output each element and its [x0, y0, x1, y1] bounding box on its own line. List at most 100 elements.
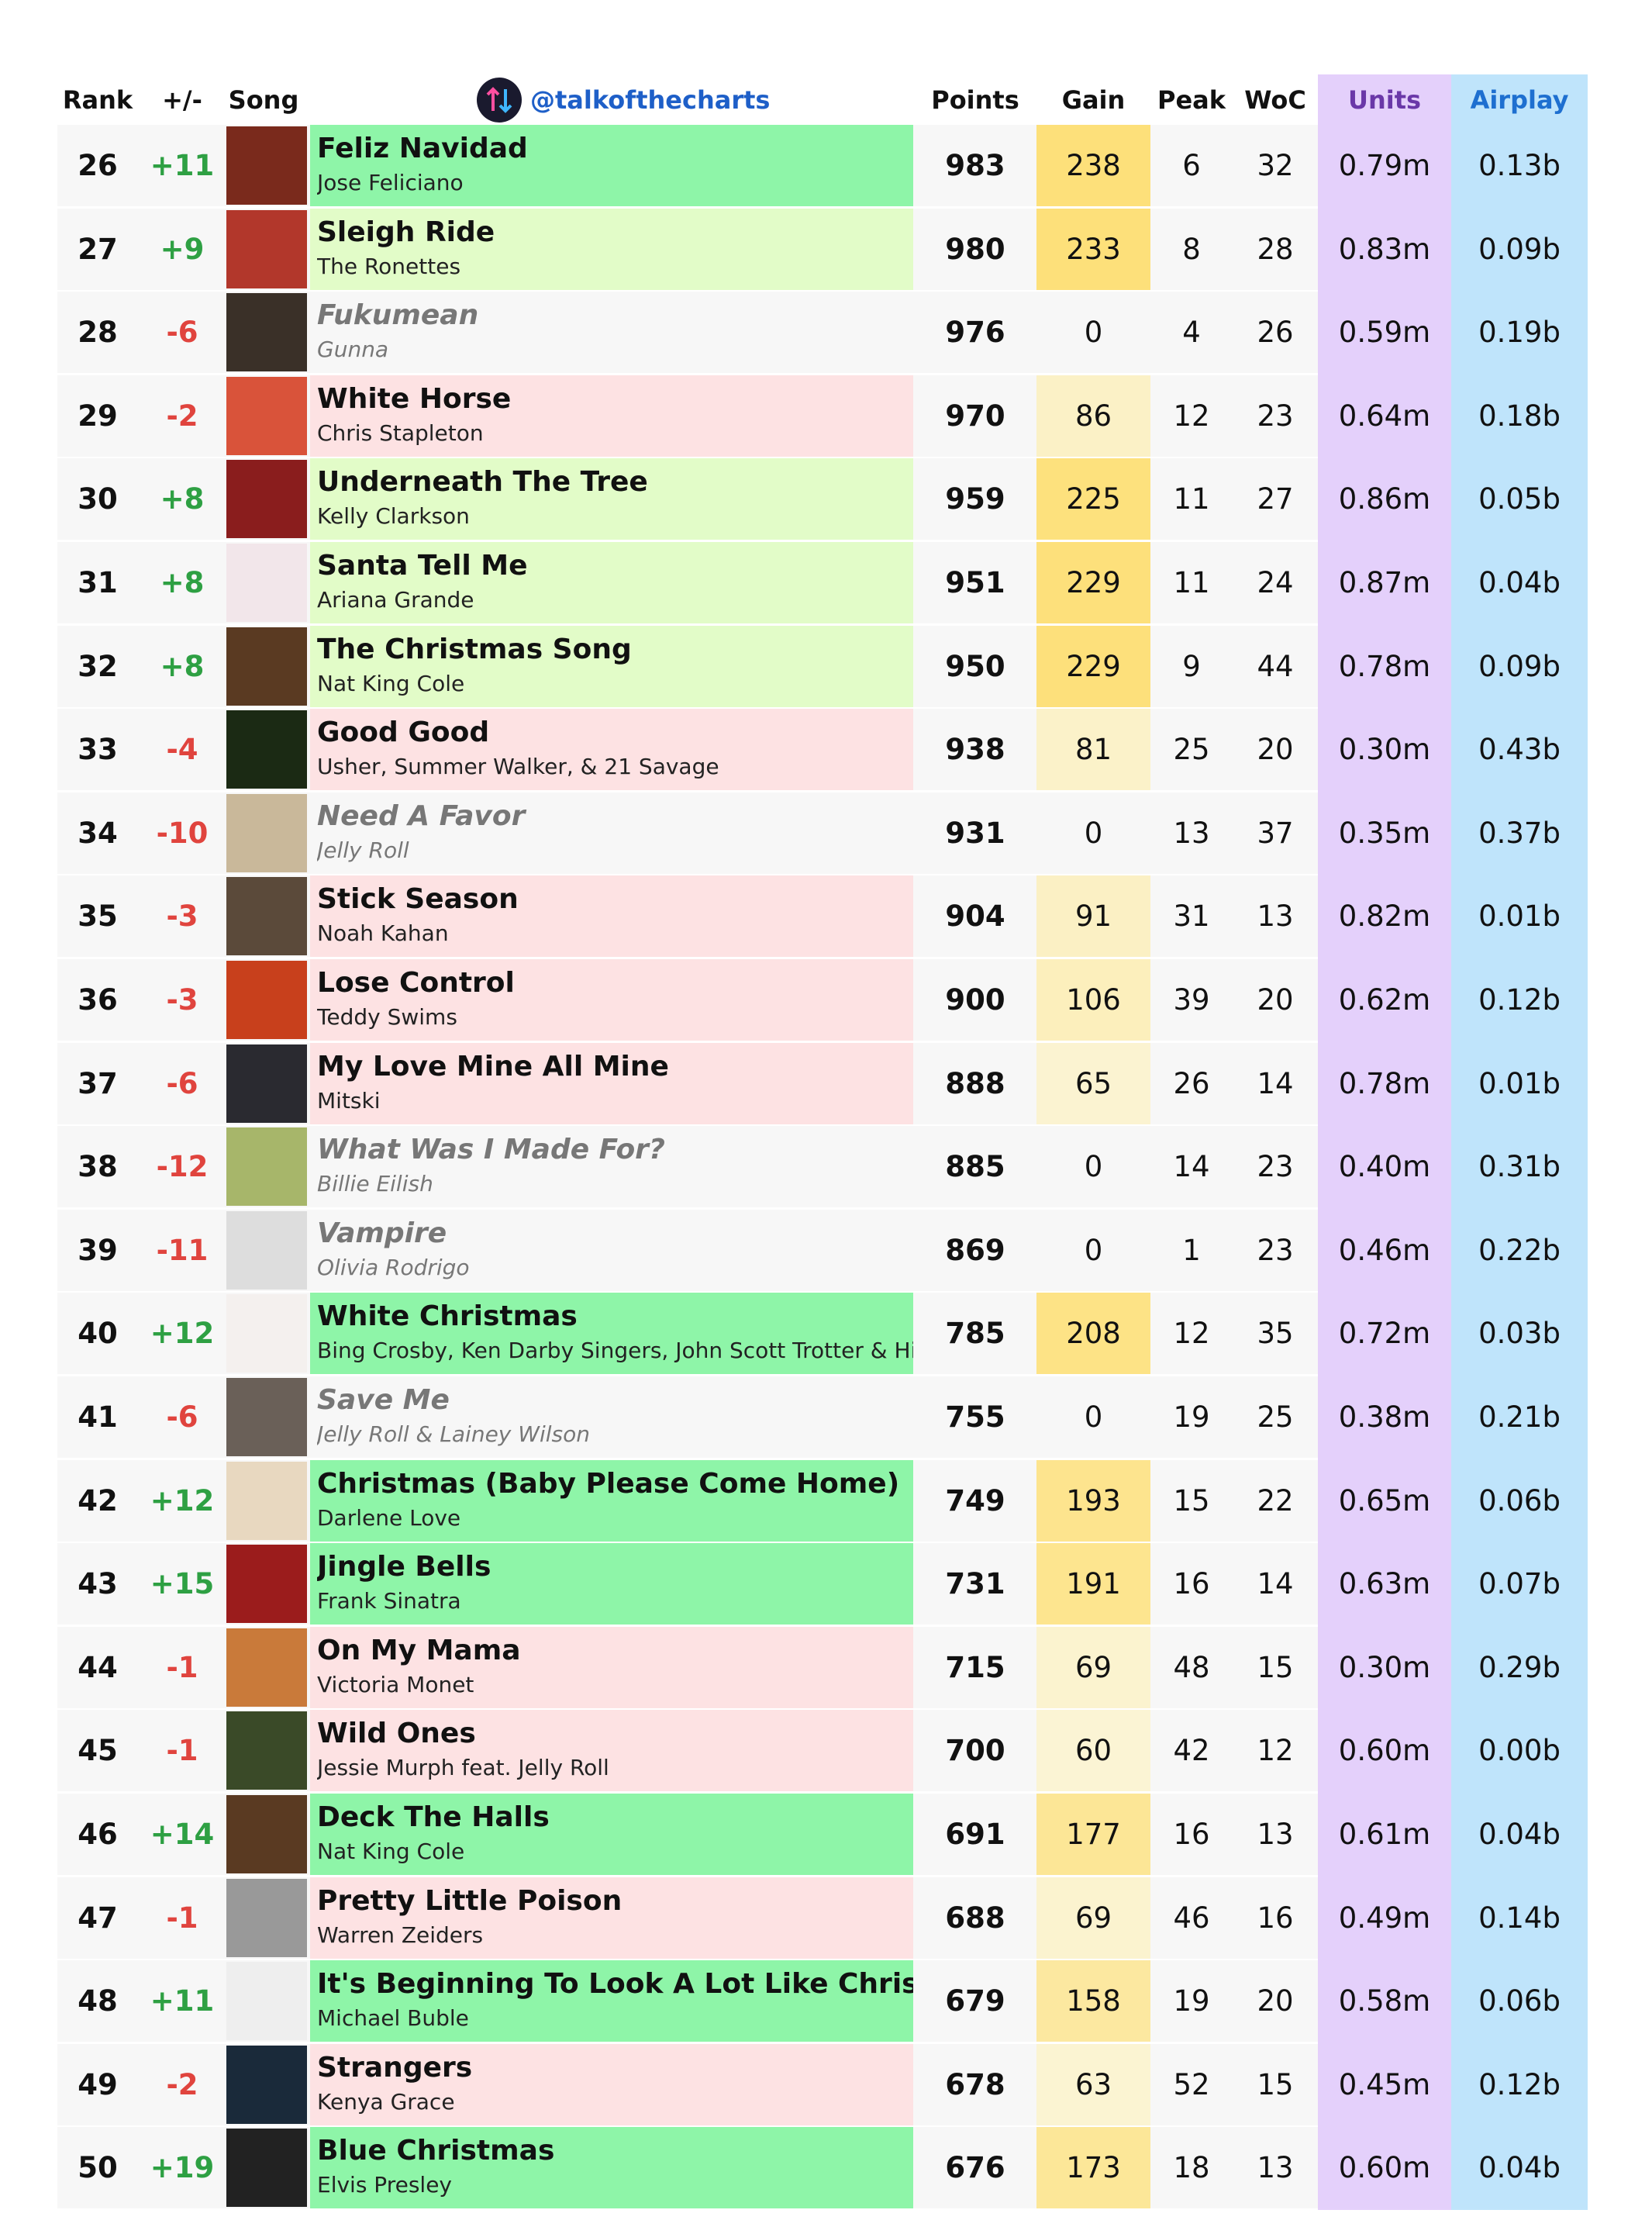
rank: 44: [78, 1650, 118, 1684]
rank: 33: [78, 733, 118, 767]
points: 755: [945, 1400, 1005, 1434]
points: 931: [945, 816, 1005, 850]
points: 691: [945, 1818, 1005, 1851]
peak: 26: [1173, 1066, 1210, 1100]
change: -3: [166, 983, 198, 1017]
peak: 16: [1173, 1567, 1210, 1601]
chart-row: 29 -2 White Horse Chris Stapleton 970 86 12 23 0…: [57, 375, 1588, 457]
woc: 27: [1257, 482, 1294, 516]
song-cell: Lose Control Teddy Swims: [317, 959, 913, 1041]
rank: 31: [78, 566, 118, 599]
song-title: What Was I Made For?: [317, 1134, 665, 1166]
chart-row: 47 -1 Pretty Little Poison Warren Zeiders 68…: [57, 1877, 1588, 1959]
chart-row: 27 +9 Sleigh Ride The Ronettes 980 233 8 28 0.83…: [57, 208, 1588, 290]
points: 888: [945, 1066, 1005, 1100]
song-artist: Gunna: [317, 337, 389, 363]
units: 0.30m: [1338, 733, 1431, 767]
gain: 173: [1066, 2151, 1121, 2185]
gain-bg: [1036, 458, 1150, 540]
song-title: Jingle Bells: [317, 1551, 491, 1583]
song-bg: [310, 709, 913, 791]
chart-row: 38 -12 What Was I Made For? Billie Eilish 88…: [57, 1126, 1588, 1208]
units: 0.61m: [1338, 1818, 1431, 1851]
units: 0.40m: [1338, 1150, 1431, 1184]
rank: 48: [78, 1984, 118, 2018]
woc: 14: [1257, 1567, 1294, 1601]
song-cell: Good Good Usher, Summer Walker, & 21 Sava…: [317, 709, 913, 790]
album-cover: [226, 1044, 307, 1123]
rank: 47: [78, 1901, 118, 1935]
rank: 42: [78, 1483, 118, 1518]
change-header: +/-: [162, 85, 202, 115]
woc: 44: [1257, 649, 1294, 683]
points: 938: [945, 733, 1005, 767]
airplay: 0.31b: [1478, 1150, 1561, 1184]
woc: 13: [1257, 2151, 1294, 2185]
song-bg: [310, 1543, 913, 1625]
song-bg: [310, 1877, 913, 1959]
song-cell: Sleigh Ride The Ronettes: [317, 209, 913, 290]
song-artist: Billie Eilish: [317, 1171, 433, 1197]
airplay: 0.00b: [1478, 1734, 1561, 1768]
album-cover: [226, 1962, 307, 2041]
album-cover: [226, 2129, 307, 2208]
chart-row: 42 +12 Christmas (Baby Please Come Home) Da…: [57, 1459, 1588, 1542]
gain-bg: [1036, 1459, 1150, 1542]
gain: 0: [1084, 816, 1103, 850]
song-artist: Warren Zeiders: [317, 1922, 484, 1948]
peak: 8: [1182, 232, 1201, 266]
song-bg: [310, 1042, 913, 1124]
peak: 6: [1182, 149, 1201, 182]
song-artist: Kelly Clarkson: [317, 503, 470, 530]
change: +11: [150, 1984, 215, 2018]
woc: 20: [1257, 1984, 1294, 2018]
change: +8: [160, 566, 205, 599]
peak: 4: [1182, 316, 1201, 350]
points: 983: [945, 149, 1005, 182]
units: 0.49m: [1338, 1901, 1431, 1935]
song-cell: Santa Tell Me Ariana Grande: [317, 542, 913, 623]
song-artist: Elvis Presley: [317, 2172, 452, 2198]
song-title: Blue Christmas: [317, 2135, 555, 2167]
album-cover: [226, 1545, 307, 1624]
points: 678: [945, 2067, 1005, 2101]
peak: 11: [1173, 482, 1210, 516]
song-bg: [310, 375, 913, 457]
song-title: Christmas (Baby Please Come Home): [317, 1467, 900, 1500]
rank-header: Rank: [62, 85, 133, 115]
points: 688: [945, 1901, 1005, 1935]
units: 0.62m: [1338, 983, 1431, 1017]
points: 885: [945, 1150, 1005, 1184]
album-cover: [226, 293, 307, 372]
chart-row: 45 -1 Wild Ones Jessie Murph feat. Jelly Ro…: [57, 1710, 1588, 1792]
rank: 28: [78, 316, 118, 350]
woc: 23: [1257, 1233, 1294, 1267]
woc: 23: [1257, 399, 1294, 433]
units: 0.83m: [1338, 232, 1431, 266]
song-bg: [310, 125, 913, 206]
song-bg: [310, 875, 913, 958]
chart-row: 36 -3 Lose Control Teddy Swims 900 106 39 20 0.6…: [57, 959, 1588, 1041]
gain-bg: [1036, 875, 1150, 958]
woc: 23: [1257, 1150, 1294, 1184]
airplay: 0.29b: [1478, 1650, 1561, 1684]
album-cover: [226, 544, 307, 622]
song-artist: Teddy Swims: [317, 1004, 457, 1030]
gain-bg: [1036, 1042, 1150, 1124]
woc: 32: [1257, 149, 1294, 182]
song-artist: Jelly Roll: [317, 837, 409, 863]
song-title: Santa Tell Me: [317, 550, 528, 582]
peak: 52: [1173, 2067, 1210, 2101]
song-cell: White Horse Chris Stapleton: [317, 375, 913, 457]
song-bg: [310, 542, 913, 623]
song-cell: It's Beginning To Look A Lot Like Christ…: [317, 1960, 913, 2042]
airplay: 0.04b: [1478, 566, 1561, 599]
song-title: Pretty Little Poison: [317, 1884, 623, 1917]
gain: 229: [1066, 649, 1121, 683]
gain: 233: [1066, 232, 1121, 266]
gain-bg: [1036, 1960, 1150, 2042]
album-cover: [226, 877, 307, 956]
units: 0.45m: [1338, 2067, 1431, 2101]
chart-row: 31 +8 Santa Tell Me Ariana Grande 951 229 11 24…: [57, 542, 1588, 623]
song-artist: Chris Stapleton: [317, 420, 484, 446]
